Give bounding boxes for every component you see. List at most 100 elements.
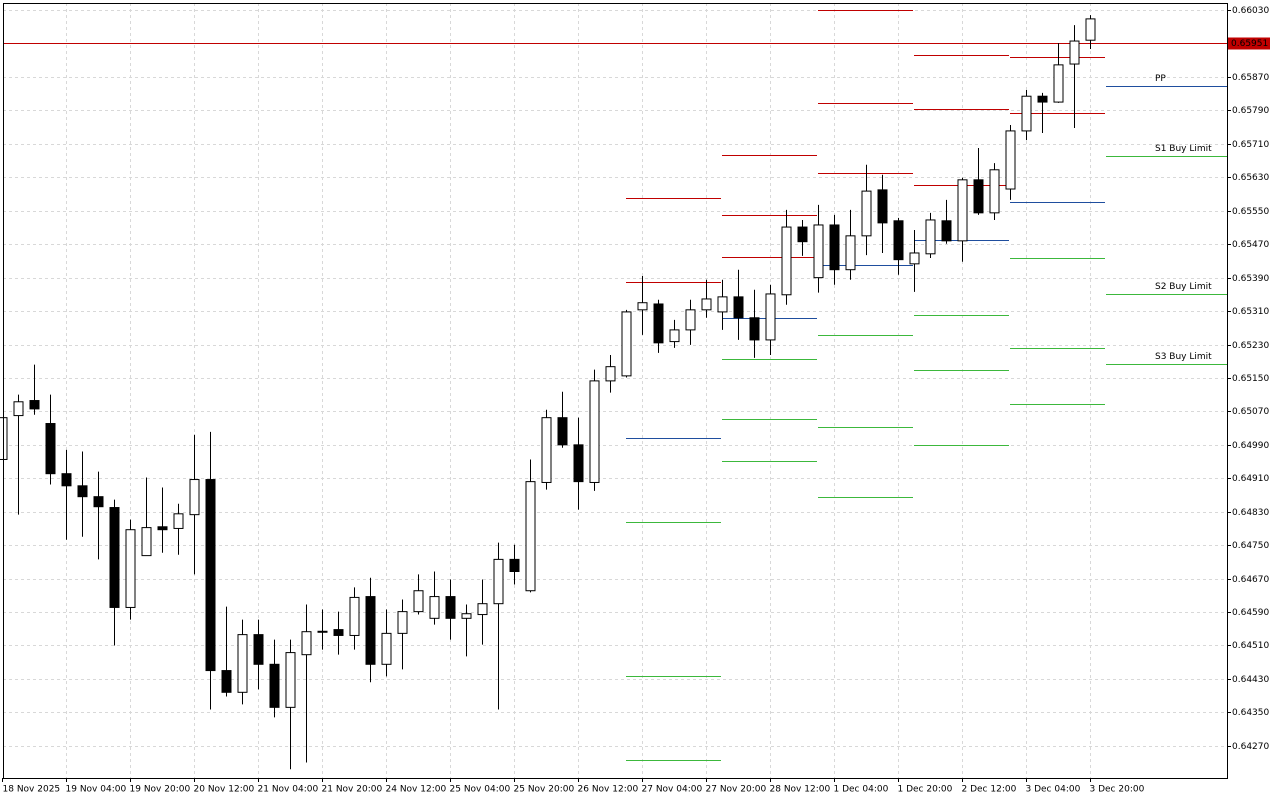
x-tick-label: 27 Nov 20:00: [706, 785, 767, 795]
y-tick-label: 0.65230: [1232, 341, 1269, 351]
pivot-levels: PP S1 Buy Limit S2 Buy Limit S3 Buy Limit: [3, 10, 1227, 761]
candle-body: [301, 631, 312, 656]
candle-body: [1021, 95, 1032, 132]
axes: 0.66030 0.65870 0.65790 0.65710 0.65630 0.655…: [2, 6, 1270, 795]
candle-body: [653, 303, 664, 344]
candle-body: [125, 529, 136, 608]
candle-body: [781, 226, 792, 296]
candle-body: [813, 224, 824, 279]
y-tick-label: 0.64510: [1232, 641, 1269, 651]
candle-body: [509, 558, 520, 573]
candle-body: [605, 366, 616, 382]
y-tick-label: 0.65390: [1232, 274, 1269, 284]
candle-body: [893, 220, 904, 261]
level-label: S2 Buy Limit: [1155, 282, 1212, 292]
candle-body: [685, 309, 696, 331]
candle-body: [61, 473, 72, 487]
x-tick-label: 21 Nov 04:00: [258, 785, 319, 795]
candle-body: [317, 630, 328, 633]
y-tick-label: 0.65870: [1232, 73, 1269, 83]
y-tick-label: 0.65630: [1232, 173, 1269, 183]
y-tick-label: 0.64750: [1232, 541, 1269, 551]
candle-body: [493, 558, 504, 605]
y-tick-label: 0.64430: [1232, 675, 1269, 685]
candle-body: [957, 179, 968, 242]
candle-body: [445, 596, 456, 619]
candle-body: [13, 401, 24, 417]
candle-body: [477, 603, 488, 616]
x-tick-label: 28 Nov 12:00: [770, 785, 831, 795]
x-tick-label: 19 Nov 20:00: [130, 785, 191, 795]
candle-body: [253, 634, 264, 665]
y-tick-label: 0.65150: [1232, 374, 1269, 384]
candle-body: [733, 296, 744, 319]
candle-body: [797, 226, 808, 243]
candle-body: [349, 596, 360, 636]
candle-body: [365, 596, 376, 665]
level-label: S1 Buy Limit: [1155, 144, 1212, 154]
candle-body: [941, 220, 952, 242]
candle-body: [333, 629, 344, 636]
candle-body: [973, 179, 984, 214]
candle-body: [829, 224, 840, 271]
candle-body: [397, 611, 408, 634]
y-tick-label: 0.65790: [1232, 106, 1269, 116]
x-tick-label: 20 Nov 12:00: [194, 785, 255, 795]
x-tick-label: 19 Nov 04:00: [66, 785, 127, 795]
level-label: PP: [1155, 74, 1166, 84]
candle-body: [205, 479, 216, 672]
candle-body: [717, 296, 728, 313]
candle-body: [93, 496, 104, 508]
y-tick-label: 0.65310: [1232, 307, 1269, 317]
candle-body: [669, 329, 680, 343]
x-tick-label: 27 Nov 04:00: [642, 785, 703, 795]
y-tick-label: 0.66030: [1232, 6, 1269, 16]
candle-body: [701, 298, 712, 311]
y-tick-label: 0.65470: [1232, 240, 1269, 250]
candle-body: [77, 485, 88, 498]
x-tick-label: 21 Nov 20:00: [322, 785, 383, 795]
candle-body: [541, 417, 552, 483]
y-tick-label: 0.65070: [1232, 407, 1269, 417]
candle-body: [589, 380, 600, 483]
candle-body: [1037, 95, 1048, 103]
y-tick-label: 0.64990: [1232, 441, 1269, 451]
candle-body: [237, 634, 248, 693]
candles: [0, 15, 1096, 770]
candle-body: [1085, 18, 1096, 41]
candle-body: [109, 507, 120, 608]
plot-border: [3, 3, 1228, 779]
candle-body: [429, 596, 440, 619]
y-tick-label: 0.64830: [1232, 508, 1269, 518]
candle-body: [925, 219, 936, 255]
candle-body: [861, 190, 872, 237]
x-tick-label: 2 Dec 12:00: [962, 785, 1017, 795]
candle-body: [1053, 64, 1064, 103]
candle-body: [189, 479, 200, 516]
current-price-label: 0.65951: [1231, 39, 1268, 49]
x-tick-label: 1 Dec 04:00: [834, 785, 889, 795]
candle-body: [157, 526, 168, 531]
candle-body: [749, 317, 760, 341]
x-tick-label: 3 Dec 20:00: [1090, 785, 1145, 795]
candle-body: [285, 652, 296, 708]
candle-body: [637, 302, 648, 311]
candle-body: [573, 444, 584, 483]
y-tick-label: 0.65550: [1232, 207, 1269, 217]
level-label: S3 Buy Limit: [1155, 352, 1212, 362]
x-tick-label: 25 Nov 20:00: [514, 785, 575, 795]
x-tick-label: 26 Nov 12:00: [578, 785, 639, 795]
candle-body: [765, 293, 776, 341]
x-tick-label: 3 Dec 04:00: [1026, 785, 1081, 795]
candle-body: [413, 590, 424, 613]
candle-body: [221, 670, 232, 693]
x-tick-label: 24 Nov 12:00: [386, 785, 447, 795]
candle-body: [29, 400, 40, 410]
candle-body: [173, 513, 184, 529]
y-tick-label: 0.64670: [1232, 575, 1269, 585]
y-tick-label: 0.64270: [1232, 742, 1269, 752]
x-tick-label: 18 Nov 2025: [3, 785, 61, 795]
candle-body: [845, 235, 856, 271]
candle-body: [1069, 40, 1080, 65]
candle-body: [877, 189, 888, 224]
